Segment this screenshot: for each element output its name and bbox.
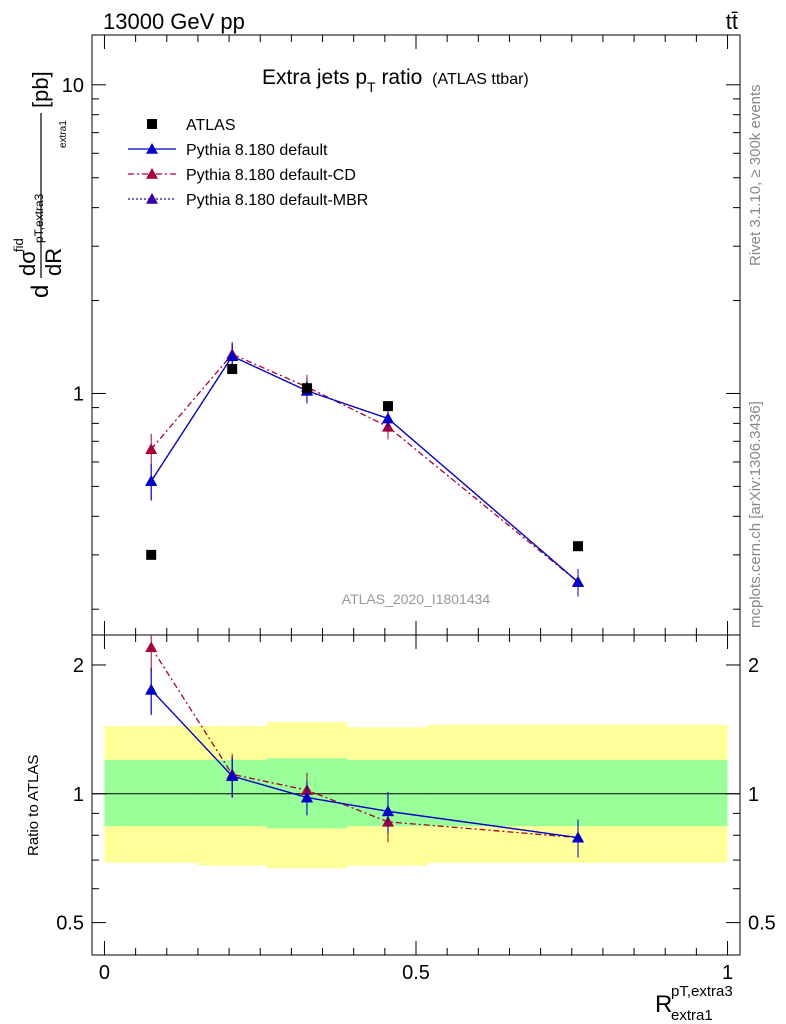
ratio-series xyxy=(145,635,584,858)
rivet-version-text: Rivet 3.1.10, ≥ 300k events xyxy=(747,84,764,266)
legend-marker-0 xyxy=(146,143,158,154)
y-ratio-tick-label-right-0: 0.5 xyxy=(748,913,776,935)
y-label-sub: pT,extra3 xyxy=(32,193,46,243)
y-ratio-tick-label-right-1: 1 xyxy=(748,784,759,806)
uncertainty-bands xyxy=(104,722,728,869)
x-label-main: R xyxy=(655,991,672,1018)
y-label-fid: fid xyxy=(11,238,26,252)
atlas-data-point-2 xyxy=(301,383,312,394)
legend-label-atlas: ATLAS xyxy=(186,117,236,134)
x-label-sub: extra1 xyxy=(671,1007,713,1024)
main-line-series-1 xyxy=(150,353,579,583)
y-ratio-tick-label-left-1: 1 xyxy=(73,784,84,806)
ratio-y-axis-label: Ratio to ATLAS xyxy=(25,755,42,856)
legend-label-2: Pythia 8.180 default-MBR xyxy=(186,192,368,209)
atlas-data-point-4 xyxy=(573,541,583,552)
ratio-marker-s0-p3 xyxy=(381,805,394,817)
y-label-dR: dR xyxy=(41,248,66,276)
y-main-tick-label-0: 1 xyxy=(73,383,84,405)
mcplots-site-text: mcplots.cern.ch [arXiv:1306.3436] xyxy=(747,401,764,628)
atlas-data-point-0 xyxy=(146,549,157,560)
legend-label-0: Pythia 8.180 default xyxy=(186,142,328,159)
axis-ticks xyxy=(92,35,740,955)
process-label: tt̄ xyxy=(726,9,738,34)
main-marker-s0-p4 xyxy=(572,576,584,587)
main-y-axis-label: d dσ fid dR pT,extra3 extra1 [pb] xyxy=(11,71,69,298)
main-marker-s1-p0 xyxy=(145,443,158,454)
main-line-series-2 xyxy=(150,355,579,583)
ratio-marker-s0-p0 xyxy=(145,683,158,695)
main-marker-s0-p0 xyxy=(145,475,158,486)
y-label-sub2: extra1 xyxy=(58,120,69,148)
ratio-marker-s0-p1 xyxy=(226,770,239,781)
ratio-marker-s0-p2 xyxy=(300,791,313,803)
ratio-marker-s0-p4 xyxy=(572,831,584,843)
energy-label: 13000 GeV pp xyxy=(103,9,245,34)
x-label-sup: pT,extra3 xyxy=(671,983,733,1000)
y-main-tick-label-1: 10 xyxy=(62,75,84,97)
y-label-sigma: dσ xyxy=(15,250,40,276)
atlas-data-point-3 xyxy=(382,401,393,412)
x-axis-label: R pT,extra3 extra1 xyxy=(655,983,733,1024)
chart-title: Extra jets pT ratio (ATLAS ttbar) xyxy=(262,66,529,95)
data-points xyxy=(146,364,583,560)
y-label-d: d xyxy=(27,285,54,298)
x-tick-label-0: 0 xyxy=(99,962,110,984)
ratio-marker-s1-p0 xyxy=(145,641,158,653)
y-label-unit: [pb] xyxy=(28,71,53,108)
legend-marker-1 xyxy=(146,168,158,179)
y-ratio-tick-label-right-2: 2 xyxy=(748,655,759,677)
legend-marker-2 xyxy=(146,193,158,204)
x-tick-label-2: 1 xyxy=(722,962,733,984)
y-ratio-tick-label-left-0: 0.5 xyxy=(56,913,84,935)
legend-marker-atlas xyxy=(147,119,157,129)
main-marker-s0-p3 xyxy=(381,412,394,424)
main-series xyxy=(145,341,584,597)
y-ratio-tick-label-left-2: 2 xyxy=(73,655,84,677)
band-inner-4 xyxy=(428,759,728,827)
main-line-series-0 xyxy=(150,355,579,583)
tick-labels: 0 0.5 1 1 10 0.5 0.5 1 1 2 2 xyxy=(56,75,776,984)
legend: ATLAS Pythia 8.180 default Pythia 8.180 de… xyxy=(128,117,368,209)
atlas-data-point-1 xyxy=(227,364,238,375)
analysis-id: ATLAS_2020_I1801434 xyxy=(342,591,491,607)
x-tick-label-1: 0.5 xyxy=(402,962,430,984)
legend-label-1: Pythia 8.180 default-CD xyxy=(186,167,356,184)
band-inner-0 xyxy=(104,759,198,827)
main-marker-s0-p1 xyxy=(226,350,239,362)
